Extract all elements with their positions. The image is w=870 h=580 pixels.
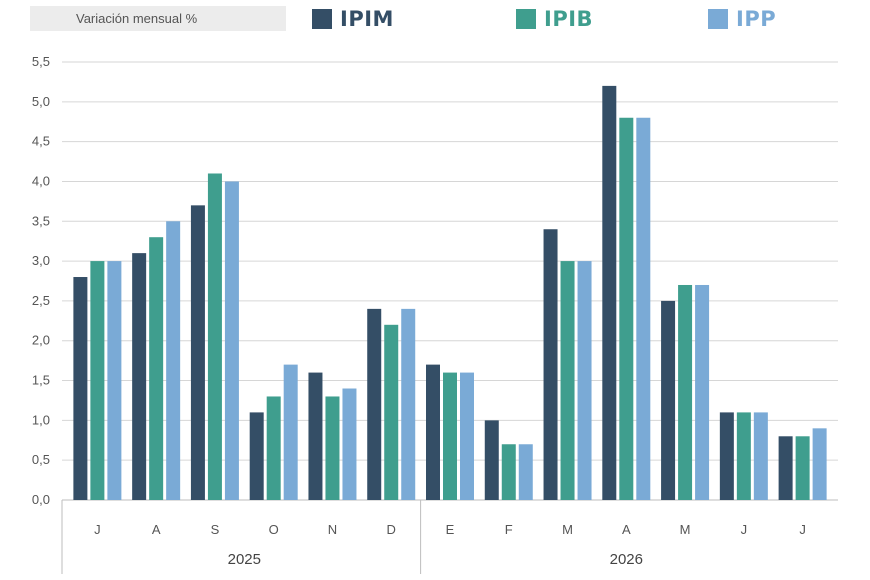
bar-ipib (384, 324, 399, 500)
legend-swatch-ipib (516, 9, 536, 29)
x-tick-label: A (622, 522, 631, 537)
bar-ipib (207, 173, 222, 500)
bar-ipim (778, 436, 793, 500)
bar-ipp (107, 261, 122, 500)
bar-ipib (678, 284, 693, 500)
y-tick-label: 1,5 (32, 373, 50, 388)
bar-ipib (736, 412, 751, 500)
bar-ipib (149, 237, 164, 500)
y-tick-label: 2,5 (32, 293, 50, 308)
bar-ipim (132, 253, 147, 500)
y-tick-label: 5,0 (32, 94, 50, 109)
y-tick-label: 0,5 (32, 452, 50, 467)
x-tick-label: A (152, 522, 161, 537)
bar-ipim (367, 308, 382, 500)
x-tick-label: N (328, 522, 337, 537)
x-tick-label: M (562, 522, 573, 537)
x-tick-label: J (94, 522, 101, 537)
bar-ipp (224, 181, 239, 501)
y-tick-label: 2,0 (32, 333, 50, 348)
bar-ipim (308, 372, 323, 500)
x-tick-label: J (741, 522, 748, 537)
bar-ipim (249, 412, 264, 500)
bar-ipib (325, 396, 340, 500)
legend-label-ipp: IPP (736, 7, 777, 31)
bar-ipp (401, 308, 416, 500)
x-group-label: 2025 (228, 551, 261, 568)
bar-ipp (460, 372, 474, 500)
legend-item-ipim: IPIM (312, 6, 394, 32)
bar-ipib (90, 261, 105, 500)
legend-item-ipp: IPP (708, 6, 776, 32)
x-group-label: 2026 (610, 551, 643, 568)
bar-ipim (73, 277, 88, 500)
bar-ipib (266, 396, 281, 500)
legend-label-ipim: IPIM (340, 7, 394, 31)
bar-ipim (719, 412, 734, 500)
x-tick-label: M (680, 522, 691, 537)
bar-ipp (636, 117, 651, 500)
y-tick-label: 4,0 (32, 173, 50, 188)
legend-item-ipib: IPIB (516, 6, 593, 32)
bar-ipib (560, 261, 575, 500)
bar-ipim (426, 364, 440, 500)
y-tick-label: 3,5 (32, 213, 50, 228)
legend-swatch-ipp (708, 9, 728, 29)
x-tick-label: E (446, 522, 455, 537)
legend-label-ipib: IPIB (544, 7, 594, 31)
chart-subtitle-box: Variación mensual % (30, 6, 286, 31)
bar-ipib (501, 444, 516, 500)
bar-ipp (166, 221, 181, 501)
bar-ipib (443, 372, 457, 500)
x-tick-label: S (211, 522, 220, 537)
bar-ipp (283, 364, 298, 500)
x-tick-label: O (269, 522, 279, 537)
bar-ipp (695, 284, 710, 500)
bar-ipim (484, 420, 499, 500)
bar-ipp (518, 444, 533, 500)
bar-ipp (342, 388, 357, 500)
bar-ipp (577, 261, 592, 500)
y-tick-label: 3,0 (32, 253, 50, 268)
x-tick-label: D (387, 522, 396, 537)
bar-ipib (619, 117, 634, 500)
bar-ipp (753, 412, 768, 500)
bar-ipim (602, 85, 617, 501)
x-tick-label: J (799, 522, 806, 537)
y-tick-label: 4,5 (32, 134, 50, 149)
bar-ipp (812, 428, 827, 500)
x-tick-label: F (505, 522, 513, 537)
bar-ipim (661, 300, 676, 500)
bar-ipim (543, 229, 558, 500)
bar-ipib (795, 436, 810, 500)
y-tick-label: 0,0 (32, 492, 50, 507)
bar-ipim (190, 205, 205, 500)
legend-swatch-ipim (312, 9, 332, 29)
y-tick-label: 1,0 (32, 412, 50, 427)
y-tick-label: 5,5 (32, 54, 50, 69)
